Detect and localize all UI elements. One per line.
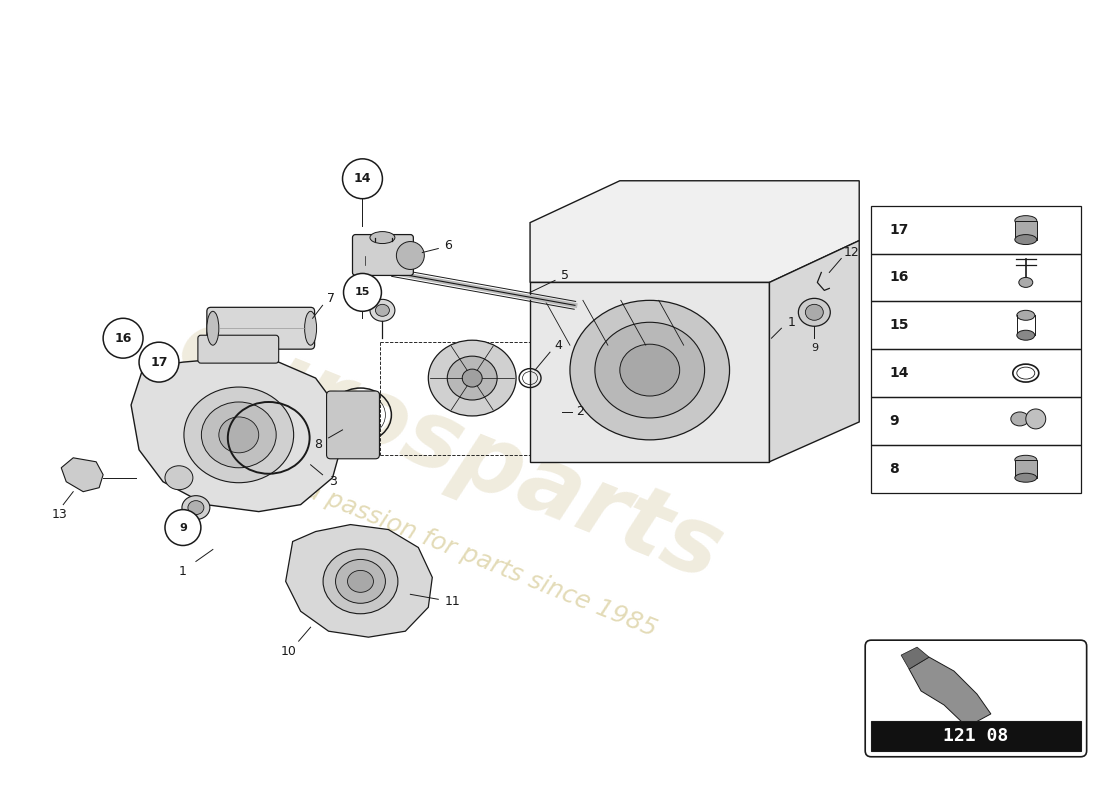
Ellipse shape [619,344,680,396]
Text: 1: 1 [788,316,795,329]
Ellipse shape [323,549,398,614]
Bar [871,349,1080,397]
Ellipse shape [219,417,258,453]
Polygon shape [901,647,930,669]
Ellipse shape [1016,330,1035,340]
Bar [1015,221,1037,239]
Text: 5: 5 [561,269,569,282]
Polygon shape [530,181,859,282]
Polygon shape [909,657,991,727]
Ellipse shape [375,304,389,316]
FancyBboxPatch shape [352,234,414,275]
Ellipse shape [1015,455,1037,464]
Text: 14: 14 [889,366,909,380]
Text: 15: 15 [889,318,909,332]
Text: 2: 2 [576,406,584,418]
FancyBboxPatch shape [198,335,278,363]
Bar [871,721,1080,750]
Ellipse shape [595,322,705,418]
Ellipse shape [348,570,373,592]
Ellipse shape [370,299,395,322]
Ellipse shape [1016,310,1035,320]
Text: 121 08: 121 08 [944,727,1009,745]
Text: 17: 17 [889,222,909,237]
Text: 9: 9 [889,414,899,428]
Bar [871,206,1080,254]
Text: 11: 11 [444,594,460,608]
Text: 13: 13 [52,508,67,521]
Bar [871,302,1080,349]
Text: 9: 9 [179,522,187,533]
Bar [871,445,1080,493]
Polygon shape [131,358,342,512]
Ellipse shape [188,501,204,514]
Bar [871,254,1080,302]
Circle shape [103,318,143,358]
Text: 6: 6 [444,239,452,252]
Circle shape [1026,409,1046,429]
Text: 12: 12 [844,246,859,259]
Text: 1: 1 [179,565,187,578]
Ellipse shape [1015,216,1037,226]
Circle shape [343,274,382,311]
FancyBboxPatch shape [327,391,380,458]
Ellipse shape [184,387,294,482]
Ellipse shape [1015,474,1037,482]
Ellipse shape [1019,278,1033,287]
Circle shape [139,342,179,382]
Polygon shape [530,282,769,462]
Text: eurosparts: eurosparts [165,299,736,601]
Text: 10: 10 [280,645,297,658]
Text: 7: 7 [327,292,334,305]
Ellipse shape [462,369,482,387]
Ellipse shape [165,466,192,490]
Circle shape [396,242,425,270]
Ellipse shape [448,356,497,400]
Circle shape [342,159,383,198]
Text: 9: 9 [811,343,818,353]
Ellipse shape [1011,412,1028,426]
Ellipse shape [207,311,219,345]
Text: 8: 8 [889,462,899,476]
Text: 16: 16 [889,270,909,285]
FancyBboxPatch shape [866,640,1087,757]
Ellipse shape [805,304,823,320]
FancyBboxPatch shape [207,307,315,349]
Ellipse shape [305,311,317,345]
Ellipse shape [428,340,516,416]
Text: 8: 8 [315,438,322,451]
Circle shape [165,510,201,546]
Polygon shape [286,525,432,637]
Text: 16: 16 [114,332,132,345]
Polygon shape [62,458,103,492]
Ellipse shape [370,231,395,243]
Ellipse shape [799,298,830,326]
Ellipse shape [1015,234,1037,245]
Text: a passion for parts since 1985: a passion for parts since 1985 [300,478,660,642]
Ellipse shape [182,496,210,519]
Text: 14: 14 [354,172,371,186]
Text: 3: 3 [329,475,337,488]
Ellipse shape [201,402,276,468]
Ellipse shape [570,300,729,440]
Bar [1015,460,1037,478]
Text: 4: 4 [554,338,562,352]
Polygon shape [769,241,859,462]
Text: 17: 17 [151,356,167,369]
Ellipse shape [336,559,385,603]
Text: 15: 15 [355,287,371,298]
Bar [871,397,1080,445]
